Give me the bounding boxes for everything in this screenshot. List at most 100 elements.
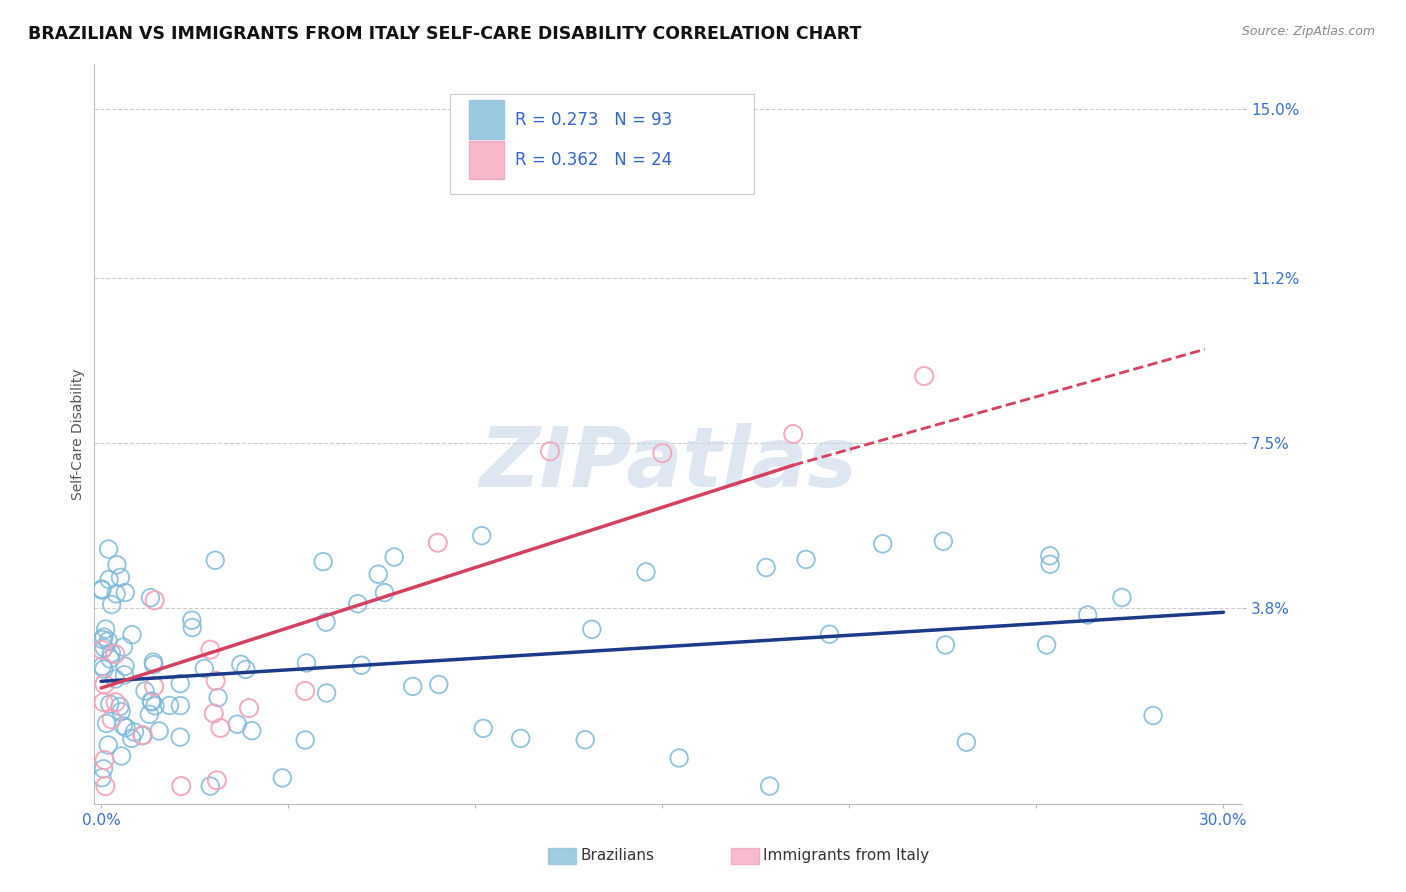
Point [1142, 708, 1164, 723]
Point [538, 444, 561, 458]
Point [169, 730, 191, 744]
Point [312, 555, 335, 569]
Point [100, 598, 122, 612]
Point [114, 659, 136, 673]
Point [93, 677, 115, 691]
Point [97, 738, 120, 752]
Point [93, 753, 115, 767]
Point [581, 623, 603, 637]
Point [112, 640, 135, 654]
Point [204, 553, 226, 567]
Point [934, 638, 956, 652]
Point [295, 656, 318, 670]
Text: ZIPatlas: ZIPatlas [479, 423, 856, 504]
Point [114, 668, 136, 682]
Point [100, 712, 122, 726]
Point [294, 733, 316, 747]
Point [574, 732, 596, 747]
Point [1035, 638, 1057, 652]
Point [202, 706, 225, 721]
Point [782, 427, 804, 442]
Point [872, 537, 894, 551]
Point [142, 655, 165, 669]
Text: Source: ZipAtlas.com: Source: ZipAtlas.com [1241, 25, 1375, 38]
Point [141, 694, 163, 708]
Point [97, 634, 120, 648]
Text: R = 0.273   N = 93: R = 0.273 N = 93 [515, 111, 672, 128]
Bar [470, 100, 503, 139]
Point [93, 640, 115, 655]
Point [134, 684, 156, 698]
Point [115, 721, 138, 735]
Point [240, 723, 263, 738]
Point [209, 721, 232, 735]
Point [755, 560, 778, 574]
Text: Brazilians: Brazilians [581, 848, 655, 863]
Point [139, 591, 162, 605]
Point [90, 582, 112, 596]
Point [93, 630, 115, 644]
Point [132, 728, 155, 742]
Point [932, 534, 955, 549]
Point [226, 717, 249, 731]
Point [472, 722, 495, 736]
Point [169, 698, 191, 713]
Point [104, 695, 127, 709]
Point [229, 657, 252, 672]
Point [110, 705, 132, 719]
Point [238, 701, 260, 715]
Point [93, 695, 115, 709]
Point [1111, 591, 1133, 605]
Point [204, 673, 226, 688]
Point [98, 573, 121, 587]
Point [91, 632, 114, 647]
Point [142, 657, 165, 672]
Point [471, 529, 494, 543]
Point [294, 684, 316, 698]
Y-axis label: Self-Care Disability: Self-Care Disability [72, 368, 86, 500]
Point [181, 621, 204, 635]
Point [170, 779, 193, 793]
Text: BRAZILIAN VS IMMIGRANTS FROM ITALY SELF-CARE DISABILITY CORRELATION CHART: BRAZILIAN VS IMMIGRANTS FROM ITALY SELF-… [28, 25, 862, 43]
Point [402, 680, 425, 694]
Point [207, 690, 229, 705]
Point [315, 686, 337, 700]
Point [235, 662, 257, 676]
Point [169, 676, 191, 690]
Point [108, 699, 131, 714]
Point [143, 698, 166, 713]
Point [818, 627, 841, 641]
Point [94, 779, 117, 793]
Point [97, 542, 120, 557]
Point [668, 751, 690, 765]
Point [96, 716, 118, 731]
Point [91, 771, 114, 785]
Point [271, 771, 294, 785]
Point [93, 762, 115, 776]
Point [91, 643, 114, 657]
Point [131, 729, 153, 743]
Point [94, 622, 117, 636]
Point [91, 659, 114, 673]
Point [93, 662, 115, 676]
Point [110, 570, 132, 584]
Point [114, 585, 136, 599]
Text: R = 0.362   N = 24: R = 0.362 N = 24 [515, 152, 672, 169]
Point [1039, 549, 1062, 563]
Point [98, 652, 121, 666]
Point [100, 646, 122, 660]
Point [205, 773, 228, 788]
Point [105, 587, 128, 601]
Point [634, 565, 657, 579]
Point [200, 779, 222, 793]
Point [124, 725, 146, 739]
Point [1077, 607, 1099, 622]
Point [912, 369, 935, 384]
Point [98, 697, 121, 711]
Point [426, 535, 449, 549]
Point [180, 613, 202, 627]
Point [382, 549, 405, 564]
Bar [470, 141, 503, 179]
Point [758, 779, 780, 793]
Point [193, 661, 215, 675]
